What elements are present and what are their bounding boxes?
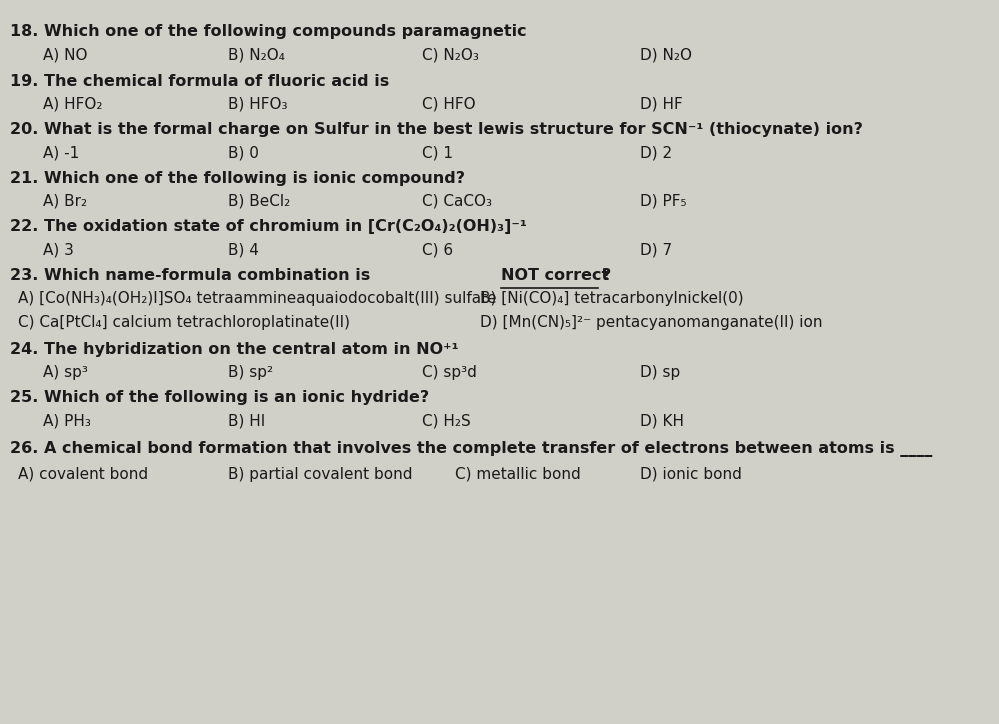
Text: B) HI: B) HI (229, 413, 266, 428)
Text: B) [Ni(CO)₄] tetracarbonylnickel(0): B) [Ni(CO)₄] tetracarbonylnickel(0) (481, 291, 744, 306)
Text: D) 7: D) 7 (640, 243, 672, 257)
Text: C) HFO: C) HFO (422, 96, 476, 111)
Text: C) N₂O₃: C) N₂O₃ (422, 48, 479, 62)
Text: 23. Which name-formula combination is: 23. Which name-formula combination is (10, 268, 376, 282)
Text: C) 6: C) 6 (422, 243, 453, 257)
Text: 26. A chemical bond formation that involves the complete transfer of electrons b: 26. A chemical bond formation that invol… (10, 442, 932, 458)
Text: 19. The chemical formula of fluoric acid is: 19. The chemical formula of fluoric acid… (10, 74, 389, 88)
Text: D) PF₅: D) PF₅ (640, 194, 686, 209)
Text: C) 1: C) 1 (422, 146, 453, 161)
Text: B) 4: B) 4 (229, 243, 259, 257)
Text: C) H₂S: C) H₂S (422, 413, 471, 428)
Text: NOT correct: NOT correct (501, 268, 609, 282)
Text: D) 2: D) 2 (640, 146, 672, 161)
Text: A) Br₂: A) Br₂ (43, 194, 88, 209)
Text: D) ionic bond: D) ionic bond (640, 466, 742, 481)
Text: B) BeCl₂: B) BeCl₂ (229, 194, 291, 209)
Text: A) -1: A) -1 (43, 146, 80, 161)
Text: 25. Which of the following is an ionic hydride?: 25. Which of the following is an ionic h… (10, 390, 429, 405)
Text: D) N₂O: D) N₂O (640, 48, 692, 62)
Text: A) NO: A) NO (43, 48, 88, 62)
Text: 18. Which one of the following compounds paramagnetic: 18. Which one of the following compounds… (10, 25, 526, 40)
Text: B) 0: B) 0 (229, 146, 259, 161)
Text: 22. The oxidation state of chromium in [Cr(C₂O₄)₂(OH)₃]⁻¹: 22. The oxidation state of chromium in [… (10, 219, 526, 234)
Text: A) sp³: A) sp³ (43, 365, 88, 380)
Text: A) HFO₂: A) HFO₂ (43, 96, 103, 111)
Text: D) KH: D) KH (640, 413, 684, 428)
Text: B) HFO₃: B) HFO₃ (229, 96, 288, 111)
Text: 21. Which one of the following is ionic compound?: 21. Which one of the following is ionic … (10, 171, 465, 186)
Text: C) Ca[PtCl₄] calcium tetrachloroplatinate(II): C) Ca[PtCl₄] calcium tetrachloroplatinat… (18, 315, 351, 330)
Text: A) 3: A) 3 (43, 243, 74, 257)
Text: C) CaCO₃: C) CaCO₃ (422, 194, 492, 209)
Text: 24. The hybridization on the central atom in NO⁺¹: 24. The hybridization on the central ato… (10, 342, 459, 357)
Text: C) metallic bond: C) metallic bond (456, 466, 581, 481)
Text: D) HF: D) HF (640, 96, 683, 111)
Text: A) [Co(NH₃)₄(OH₂)I]SO₄ tetraammineaquaiodocobalt(III) sulfate: A) [Co(NH₃)₄(OH₂)I]SO₄ tetraammineaquaio… (18, 291, 497, 306)
Text: D) sp: D) sp (640, 365, 680, 380)
Text: B) partial covalent bond: B) partial covalent bond (229, 466, 413, 481)
Text: D) [Mn(CN)₅]²⁻ pentacyanomanganate(II) ion: D) [Mn(CN)₅]²⁻ pentacyanomanganate(II) i… (481, 315, 823, 330)
Text: ?: ? (602, 268, 611, 282)
Text: A) PH₃: A) PH₃ (43, 413, 91, 428)
Text: 20. What is the formal charge on Sulfur in the best lewis structure for SCN⁻¹ (t: 20. What is the formal charge on Sulfur … (10, 122, 863, 137)
Text: B) sp²: B) sp² (229, 365, 274, 380)
Text: B) N₂O₄: B) N₂O₄ (229, 48, 285, 62)
Text: C) sp³d: C) sp³d (422, 365, 477, 380)
Text: A) covalent bond: A) covalent bond (18, 466, 148, 481)
